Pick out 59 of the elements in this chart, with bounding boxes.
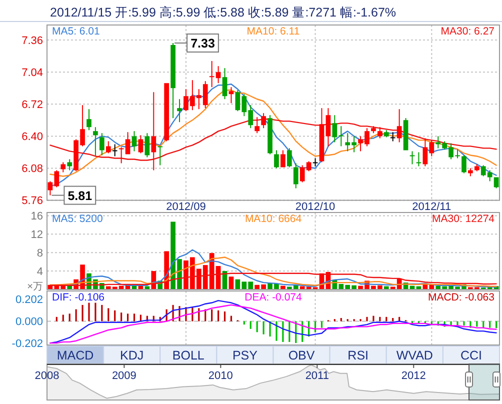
x-tick-label: 2011 <box>305 370 329 382</box>
text: MA5: 6.01 <box>52 26 100 38</box>
candlestick <box>118 147 124 164</box>
x-tick-label: 2012 <box>401 370 426 382</box>
candlestick <box>390 132 396 142</box>
candlestick <box>177 99 182 122</box>
bar <box>228 276 234 290</box>
y-axis-title: ×万 <box>27 282 43 292</box>
series-label: MACD: -0.063 <box>428 292 495 304</box>
y-tick-label: 7.04 <box>22 66 43 79</box>
candlestick <box>112 144 118 156</box>
tab: CCI <box>442 346 500 364</box>
tab: PSY <box>216 346 274 364</box>
x-tick-label: 2012/11 <box>412 200 452 213</box>
chart-title: 2012/11/15 开:5.99 高:5.99 低:5.88 收:5.89 量:7271 幅:-1.67% <box>50 4 396 20</box>
tab: OBV <box>272 346 330 364</box>
series-label: DEA: -0.074 <box>244 292 302 304</box>
x-tick-label: 2012/10 <box>295 200 336 213</box>
line-series <box>50 256 497 288</box>
tab: BOLL <box>160 346 218 364</box>
annotation: 7.33 <box>190 36 215 51</box>
text: MA10: 6.11 <box>246 26 300 38</box>
candlestick <box>410 151 415 164</box>
candlestick <box>158 146 163 166</box>
series-label: DIF: -0.106 <box>52 292 105 304</box>
text: MA30: 6.27 <box>440 26 495 38</box>
y-tick-label: 5.76 <box>22 195 43 208</box>
y-tick-label: 6.72 <box>22 98 43 111</box>
line-series <box>50 272 497 286</box>
y-tick-label: 0.202 <box>15 294 43 306</box>
x-tick-label: 2009 <box>112 370 136 382</box>
y-tick-label: 16 <box>30 210 43 223</box>
line-series <box>50 84 497 187</box>
candlestick <box>312 158 318 166</box>
tab: KDJ <box>103 346 161 364</box>
annotation: 5.81 <box>68 188 92 203</box>
y-tick-label: 6.40 <box>22 131 43 144</box>
tab: RSI <box>329 346 387 364</box>
y-tick-label: 12 <box>30 229 43 242</box>
y-tick-label: -0.202 <box>12 338 43 350</box>
text: MA30: 12274 <box>432 213 495 225</box>
y-tick-label: 4 <box>36 266 43 278</box>
text: MA10: 6664 <box>244 213 302 225</box>
y-tick-label: 8 <box>36 247 43 260</box>
line-series <box>50 118 497 161</box>
text: MA5: 5200 <box>52 213 103 225</box>
tab: MACD <box>46 346 104 364</box>
y-tick-label: 6.08 <box>22 163 43 176</box>
line-series <box>50 90 497 177</box>
y-tick-label: 0.000 <box>15 316 43 328</box>
candlestick <box>416 152 422 166</box>
tab: WVAD <box>386 346 444 364</box>
candlestick <box>468 168 473 176</box>
x-tick-label: 2008 <box>34 370 60 382</box>
x-tick-label: 2010 <box>208 370 233 382</box>
y-tick-label: 7.36 <box>22 34 43 47</box>
candlestick <box>151 92 156 170</box>
candlestick <box>93 127 98 156</box>
x-tick-label: 2012/09 <box>166 200 206 213</box>
